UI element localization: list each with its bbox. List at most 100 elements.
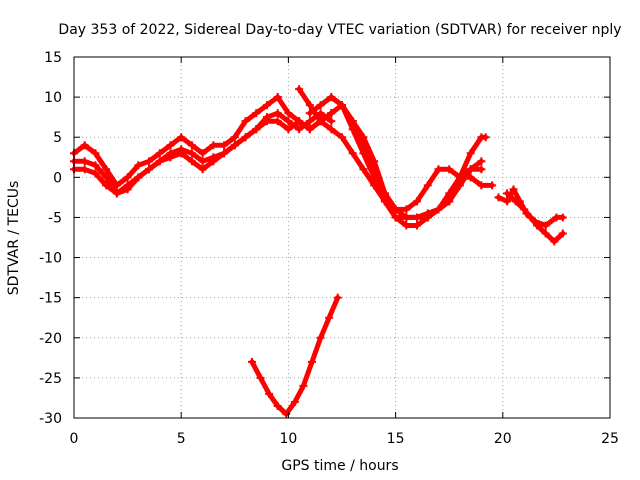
y-tick-label: 0 [53,170,62,186]
data-point [80,165,89,174]
data-point [445,197,454,206]
data-point [91,169,100,178]
data-point [262,101,271,110]
data-point [273,117,282,126]
data-point [252,109,261,118]
data-point [488,181,497,190]
data-point [333,293,342,302]
y-tick-label: -15 [39,291,62,307]
data-point [370,181,379,190]
data-point [299,381,308,390]
data-point [295,117,304,126]
data-point [305,101,314,110]
data-point [273,109,282,118]
data-point [290,397,299,406]
data-point [391,213,400,222]
data-point [402,205,411,214]
series-line-6 [307,94,495,212]
data-point [541,221,550,230]
data-point [305,109,314,118]
data-point [123,173,132,182]
data-point [166,141,175,150]
data-point [466,149,475,158]
data-point [295,125,304,134]
series-line-5 [296,86,484,228]
data-point [370,165,379,174]
data-point [305,117,314,126]
data-point [209,141,218,150]
data-point [338,133,346,142]
data-point [134,173,143,182]
data-point [530,217,539,226]
data-point [477,157,486,166]
data-point [558,213,567,222]
data-point [284,109,293,118]
data-point [230,141,239,150]
chart-title: Day 353 of 2022, Sidereal Day-to-day VTE… [58,22,621,38]
data-point [327,117,336,126]
data-point [256,373,265,382]
data-point [177,133,186,142]
data-point [273,401,282,410]
data-point [434,165,443,174]
data-point [282,409,291,418]
data-point [327,125,336,134]
y-tick-label: -10 [39,251,62,267]
x-tick-label: 5 [177,431,186,447]
data-point [423,209,432,218]
data-point [413,213,422,222]
data-point [380,189,389,198]
series-line-9 [496,186,566,228]
data-point [541,229,550,238]
data-point [503,197,512,206]
data-point [247,357,256,366]
data-point [348,117,357,126]
data-point [112,189,121,198]
data-point [91,149,100,158]
data-point [413,221,422,230]
data-point [327,109,336,118]
data-point [423,181,432,190]
data-point [338,101,346,110]
data-point [494,193,503,202]
data-point [241,133,250,142]
data-point [230,133,239,142]
data-point [145,157,154,166]
series-group [70,85,567,418]
data-point [166,149,175,158]
data-point [558,229,567,238]
data-point [307,357,316,366]
series-line-1 [71,94,281,188]
data-point [155,157,164,166]
data-point [445,165,454,174]
x-tick-label: 0 [70,431,79,447]
data-point [198,149,207,158]
y-tick-label: -30 [39,411,62,427]
data-point [316,333,325,342]
y-tick-label: -20 [39,331,62,347]
data-point [102,173,111,182]
data-point [91,161,100,170]
data-point [522,209,531,218]
series-line-10 [249,295,341,417]
data-point [134,161,143,170]
data-point [477,165,486,174]
data-point [220,141,229,150]
data-point [327,93,336,102]
x-axis-label: GPS time / hours [281,458,398,474]
y-tick-label: -25 [39,371,62,387]
data-point [402,221,411,230]
data-point [316,101,325,110]
data-point [316,117,325,126]
data-point [177,145,186,154]
data-point [359,141,368,150]
data-point [265,389,274,398]
data-point [477,181,486,190]
plot-frame [73,56,611,419]
data-point [145,165,154,174]
data-point [325,313,334,322]
y-tick-label: 10 [44,90,62,106]
y-tick-label: -5 [48,210,62,226]
data-point [413,197,422,206]
